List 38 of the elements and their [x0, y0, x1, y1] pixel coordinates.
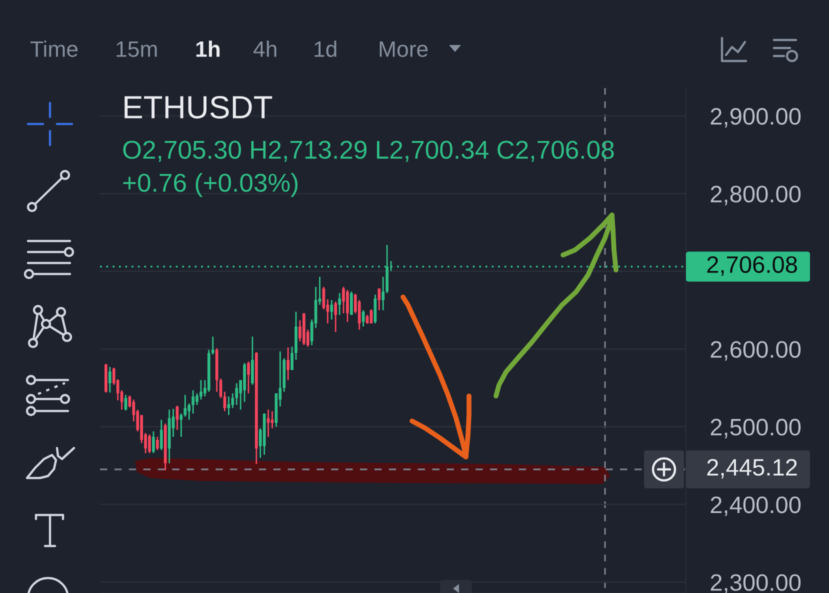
candlestick [350, 290, 353, 316]
candlestick [290, 346, 294, 371]
candlestick [227, 396, 230, 416]
candlestick [156, 436, 159, 451]
text: More [380, 41, 428, 57]
candlestick [235, 382, 238, 406]
text: O2,705.30 H2,713.29 L2,700.34 C2,706.08 [123, 140, 614, 162]
candlestick [148, 434, 151, 454]
chart-title: ETHUSDT [124, 96, 272, 119]
text: 4h [254, 40, 276, 57]
candlestick [334, 300, 338, 333]
y-tick-label: 2,600.00 [710, 341, 801, 361]
candlestick [338, 292, 341, 316]
ref-line-label: 2,445.12 [707, 458, 797, 479]
text: Time [30, 40, 78, 57]
ref-line-label: 2,706.08 [707, 256, 797, 276]
candlestick [196, 392, 198, 406]
candlestick [160, 419, 163, 451]
candlestick [286, 346, 290, 381]
candlestick [266, 408, 270, 438]
y-tick-label: 2,400.00 [710, 496, 801, 516]
text: 1d [314, 40, 336, 57]
candlestick [378, 288, 381, 311]
candlestick [342, 286, 345, 314]
y-tick-label: 2,900.00 [710, 108, 801, 128]
y-tick-label: 2,500.00 [710, 418, 801, 438]
candlestick [247, 360, 250, 394]
text: 1h [196, 40, 220, 57]
candlestick [200, 379, 202, 400]
text: 15m [116, 41, 157, 57]
candlestick [346, 289, 349, 323]
candlestick [330, 299, 334, 320]
candlestick [152, 430, 155, 454]
y-tick-label: 2,800.00 [710, 186, 801, 206]
annotation: +0.76 (+0.03%) [123, 173, 298, 197]
candlestick [270, 410, 274, 429]
candlestick [251, 336, 254, 386]
candlestick [108, 366, 112, 394]
